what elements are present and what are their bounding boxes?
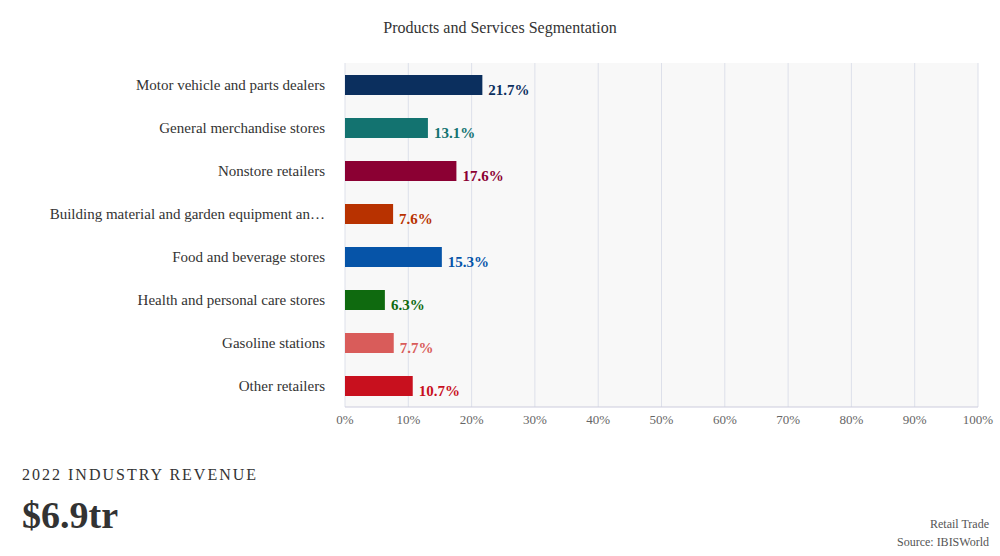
html-text:Source: IBISWorld: Source: IBISWorld [897, 535, 989, 549]
svg-text:Building material and garden e: Building material and garden equipment a… [50, 206, 325, 222]
svg-text:70%: 70% [776, 412, 800, 427]
html-text:Products and Services Segmenta: Products and Services Segmentation [383, 19, 617, 36]
svg-text:General merchandise stores: General merchandise stores [159, 120, 325, 136]
svg-text:Gasoline stations: Gasoline stations [222, 335, 325, 351]
svg-text:Food and beverage stores: Food and beverage stores [172, 249, 325, 265]
html-text:$6.9tr: $6.9tr [22, 494, 118, 536]
svg-text:80%: 80% [839, 412, 863, 427]
svg-text:60%: 60% [713, 412, 737, 427]
svg-text:15.3%: 15.3% [448, 254, 489, 270]
svg-text:100%: 100% [963, 412, 992, 427]
svg-text:30%: 30% [523, 412, 547, 427]
svg-text:17.6%: 17.6% [462, 168, 503, 184]
html-text:2022 INDUSTRY REVENUE: 2022 INDUSTRY REVENUE [22, 466, 259, 483]
svg-text:40%: 40% [586, 412, 610, 427]
svg-text:Health and personal care store: Health and personal care stores [138, 292, 326, 308]
svg-text:7.7%: 7.7% [400, 340, 434, 356]
svg-text:13.1%: 13.1% [434, 125, 475, 141]
html-text:Retail Trade: Retail Trade [930, 517, 989, 531]
svg-text:10.7%: 10.7% [419, 383, 460, 399]
svg-text:Nonstore retailers: Nonstore retailers [218, 163, 325, 179]
svg-text:21.7%: 21.7% [488, 82, 529, 98]
svg-text:6.3%: 6.3% [391, 297, 425, 313]
svg-text:20%: 20% [460, 412, 484, 427]
svg-text:10%: 10% [396, 412, 420, 427]
svg-text:0%: 0% [336, 412, 354, 427]
svg-text:7.6%: 7.6% [399, 211, 433, 227]
svg-text:90%: 90% [903, 412, 927, 427]
svg-text:50%: 50% [650, 412, 674, 427]
svg-text:Motor vehicle and parts dealer: Motor vehicle and parts dealers [136, 77, 325, 93]
svg-text:Other retailers: Other retailers [239, 378, 325, 394]
